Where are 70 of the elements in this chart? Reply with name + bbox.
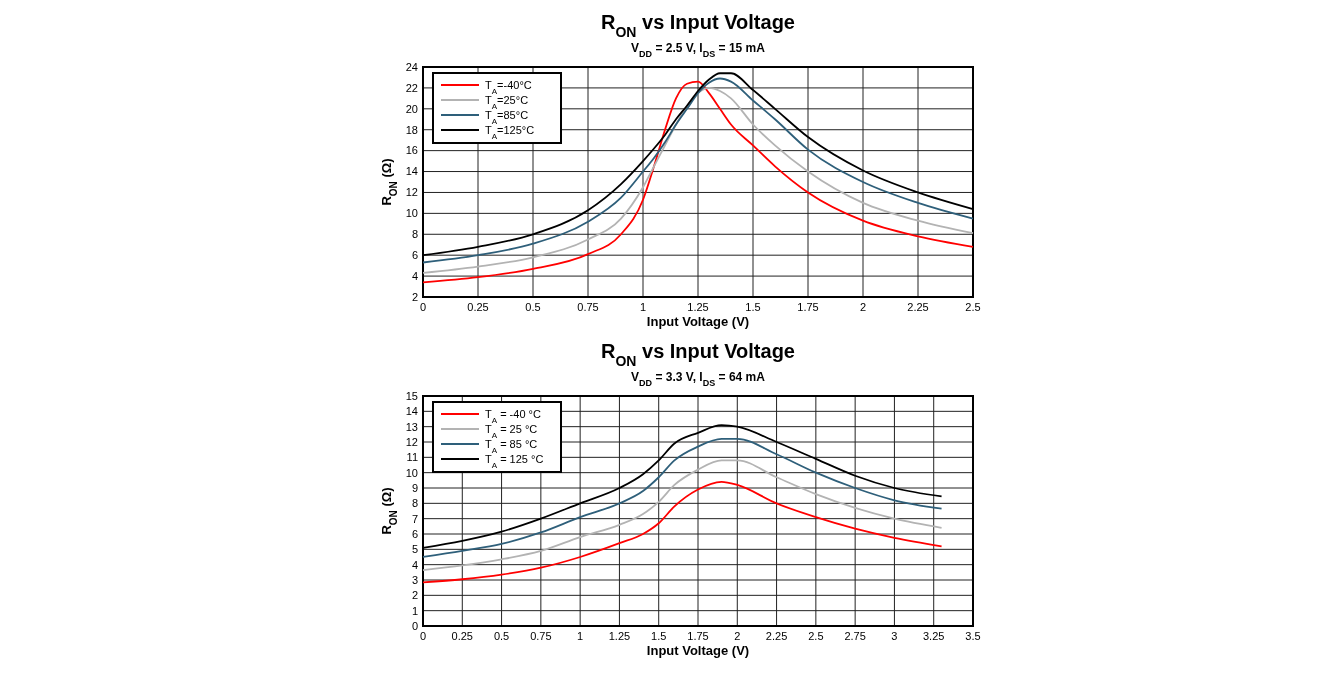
legend-label: T$_{A}$=85°C: [485, 108, 529, 126]
x-tick-label: 0: [419, 630, 427, 642]
x-tick-label: 1.25: [687, 301, 709, 313]
x-tick-label: 0.25: [467, 301, 489, 313]
y-tick-label: 14: [405, 405, 418, 418]
legend-label: T$_{A}$=125°C: [485, 123, 535, 141]
y-tick-label: 4: [411, 558, 418, 571]
y-tick-label: 6: [411, 249, 418, 262]
y-tick-label: 12: [405, 435, 418, 448]
y-tick-label: 13: [405, 420, 418, 433]
y-tick-label: 2: [411, 290, 418, 303]
x-tick-label: 0.5: [493, 630, 510, 642]
x-tick-label: 0.75: [530, 630, 552, 642]
x-tick-label: 1.5: [745, 301, 761, 313]
y-tick-label: 14: [405, 165, 418, 178]
x-axis-title: Input Voltage (V): [646, 643, 750, 658]
line-series: [422, 438, 943, 558]
x-tick-label: 1.5: [651, 630, 667, 642]
y-tick-label: 7: [411, 512, 418, 525]
x-tick-label: 2.25: [765, 630, 788, 642]
x-tick-label: 2.75: [844, 630, 866, 642]
x-axis-title: Input Voltage (V): [646, 314, 750, 329]
x-tick-label: 3: [891, 630, 898, 642]
y-tick-label: 10: [405, 207, 418, 220]
chart-subtitle: V$_{DD}$ = 2.5 V, I$_{DS}$ = 15 mA: [631, 41, 766, 59]
x-tick-label: 0.25: [451, 630, 473, 642]
x-tick-label: 1.75: [687, 630, 709, 642]
x-tick-label: 3.5: [965, 630, 981, 642]
y-tick-label: 22: [405, 81, 418, 94]
y-tick-label: 9: [411, 481, 418, 494]
line-series: [422, 480, 943, 584]
x-tick-label: 3.25: [923, 630, 945, 642]
chart-subtitle: V$_{DD}$ = 3.3 V, I$_{DS}$ = 64 mA: [631, 370, 766, 388]
x-tick-label: 0.5: [525, 301, 541, 313]
y-tick-label: 8: [411, 228, 418, 241]
y-tick-label: 5: [411, 543, 418, 556]
x-tick-label: 0.75: [577, 301, 599, 313]
chart-title: R$_{ON}$ vs Input Voltage: [601, 11, 795, 40]
legend-label: T$_{A}$=25°C: [485, 93, 529, 111]
legend-label: T$_{A}$ = 125 °C: [485, 452, 544, 470]
y-tick-label: 20: [405, 102, 418, 115]
y-tick-label: 2: [411, 589, 418, 602]
x-tick-label: 1: [639, 301, 647, 313]
legend-label: T$_{A}$ = -40 °C: [485, 407, 541, 425]
y-tick-label: 6: [411, 527, 418, 540]
y-tick-label: 15: [405, 389, 418, 402]
y-tick-label: 24: [405, 60, 418, 73]
y-tick-label: 10: [405, 466, 418, 479]
legend-label: T$_{A}$ = 85 °C: [485, 437, 538, 455]
x-tick-label: 2.5: [965, 301, 981, 313]
y-tick-label: 18: [405, 123, 418, 136]
legend-label: T$_{A}$ = 25 °C: [485, 422, 538, 440]
x-tick-label: 2: [734, 630, 741, 642]
x-tick-label: 2.5: [808, 630, 824, 642]
y-tick-label: 12: [405, 186, 418, 199]
legend-label: T$_{A}$=-40°C: [485, 78, 532, 96]
y-tick-label: 11: [406, 451, 418, 464]
x-tick-label: 1.25: [608, 630, 631, 642]
y-tick-label: 1: [411, 604, 418, 617]
y-tick-label: 3: [411, 573, 418, 586]
x-tick-label: 0: [419, 301, 427, 313]
y-tick-label: 16: [405, 144, 418, 157]
y-tick-label: 0: [411, 619, 418, 632]
x-tick-label: 1: [577, 630, 584, 642]
x-tick-label: 2: [859, 301, 867, 313]
y-tick-label: 8: [411, 497, 418, 510]
x-tick-label: 2.25: [907, 301, 929, 313]
y-tick-label: 4: [411, 269, 418, 282]
x-tick-label: 1.75: [797, 301, 819, 313]
chart-title: R$_{ON}$ vs Input Voltage: [601, 340, 795, 369]
